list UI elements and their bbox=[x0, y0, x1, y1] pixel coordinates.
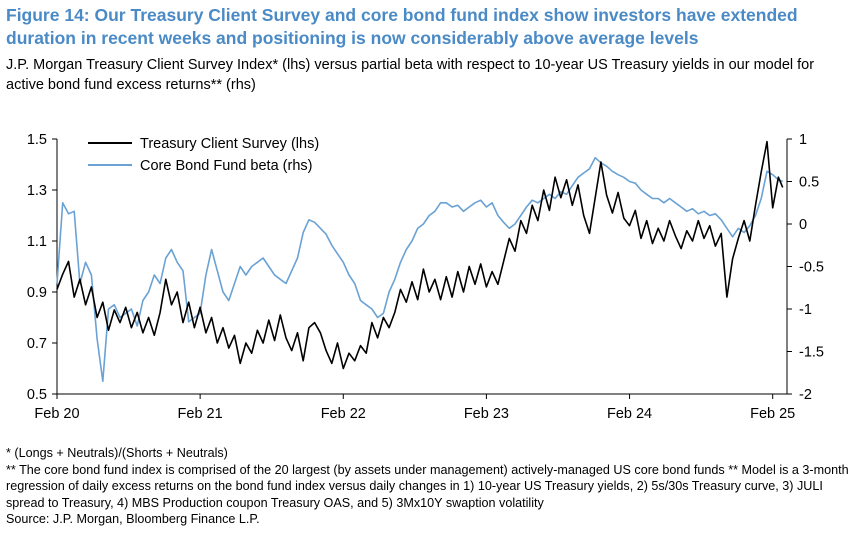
footnote-1: * (Longs + Neutrals)/(Shorts + Neutrals) bbox=[6, 446, 228, 460]
right-axis-tick-label: -1.5 bbox=[799, 345, 824, 361]
x-axis-tick-label: Feb 22 bbox=[321, 406, 366, 422]
x-axis-tick-label: Feb 25 bbox=[750, 406, 795, 422]
right-axis-tick-label: -1 bbox=[799, 302, 812, 318]
figure-subtitle: J.P. Morgan Treasury Client Survey Index… bbox=[6, 57, 815, 93]
figure-title: Figure 14: Our Treasury Client Survey an… bbox=[6, 5, 798, 48]
left-axis-tick-label: 0.5 bbox=[27, 387, 47, 403]
left-axis-tick-label: 1.1 bbox=[27, 234, 47, 250]
x-axis-tick-label: Feb 21 bbox=[178, 406, 223, 422]
chart-series bbox=[56, 140, 784, 383]
core-bond-fund-beta-line bbox=[56, 156, 783, 383]
left-axis-tick-label: 1.3 bbox=[27, 183, 47, 199]
chart-axes: 0.5 0.7 0.9 1.1 1.3 1.5 -2 -1.5 -1 -0.5 0 0.5 1 Feb 2… bbox=[27, 132, 824, 422]
treasury-client-survey-line bbox=[56, 140, 784, 370]
footnotes: * (Longs + Neutrals)/(Shorts + Neutrals)… bbox=[6, 445, 852, 528]
right-axis-tick-label: 0 bbox=[799, 217, 807, 233]
chart-legend: Treasury Client Survey (lhs) Core Bond Fu… bbox=[88, 136, 319, 174]
dual-axis-line-chart: 0.5 0.7 0.9 1.1 1.3 1.5 -2 -1.5 -1 -0.5 0 0.5 1 Feb 2… bbox=[27, 132, 824, 422]
right-axis-tick-label: -2 bbox=[799, 387, 812, 403]
left-axis-tick-label: 0.9 bbox=[27, 285, 47, 301]
left-axis-tick-label: 1.5 bbox=[27, 132, 47, 148]
left-axis-tick-label: 0.7 bbox=[27, 336, 47, 352]
source-note: Source: J.P. Morgan, Bloomberg Finance L… bbox=[6, 512, 260, 526]
x-axis-tick-label: Feb 23 bbox=[464, 406, 509, 422]
legend-label-1: Treasury Client Survey (lhs) bbox=[140, 136, 319, 152]
right-axis-tick-label: 0.5 bbox=[799, 175, 819, 191]
x-axis-tick-label: Feb 24 bbox=[607, 406, 652, 422]
right-axis-tick-label: -0.5 bbox=[799, 260, 824, 276]
right-axis-tick-label: 1 bbox=[799, 132, 807, 148]
legend-label-2: Core Bond Fund beta (rhs) bbox=[140, 158, 312, 174]
x-axis-tick-label: Feb 20 bbox=[34, 406, 79, 422]
footnote-2: ** The core bond fund index is comprised… bbox=[6, 462, 849, 510]
